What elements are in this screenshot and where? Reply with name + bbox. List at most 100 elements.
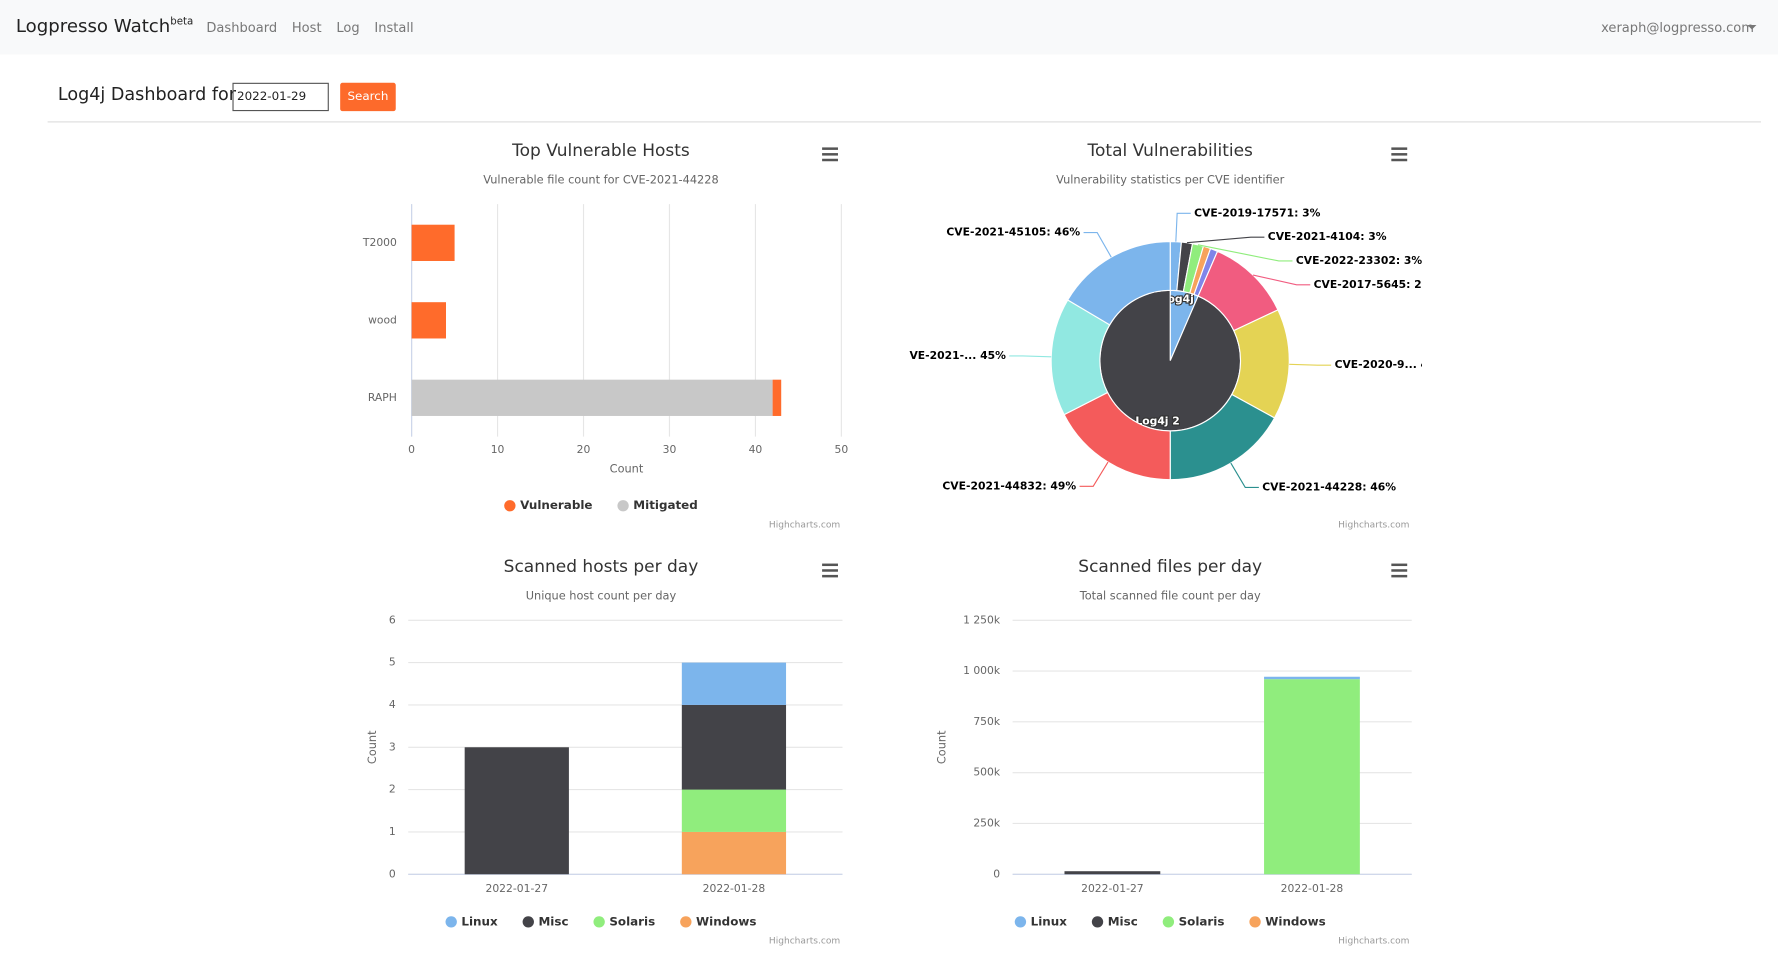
label-connector bbox=[1079, 461, 1109, 487]
legend-item[interactable]: Mitigated bbox=[617, 498, 698, 512]
legend-label: Windows bbox=[1265, 914, 1325, 928]
legend-symbol bbox=[1162, 916, 1175, 928]
slice-label: CVE-2019-17571: 3% bbox=[1194, 206, 1320, 219]
brand-name: Logpresso Watch bbox=[15, 14, 171, 37]
legend-label: Windows bbox=[696, 914, 756, 928]
slice-label: CVE-2020-9... 4% bbox=[1335, 358, 1439, 371]
bar bbox=[411, 224, 455, 261]
slice-label: CVE-2021-44832: 49% bbox=[942, 479, 1076, 492]
y-tick-label: 6 bbox=[389, 613, 396, 626]
credits: Highcharts.com bbox=[769, 937, 841, 947]
chart-title: Scanned hosts per day bbox=[504, 557, 699, 577]
legend-label: Vulnerable bbox=[520, 498, 592, 512]
slice-label: CVE-2021-... 45% bbox=[902, 349, 1006, 362]
menu-bar bbox=[1391, 574, 1408, 578]
chart-menu[interactable] bbox=[1391, 147, 1408, 162]
bar bbox=[1264, 679, 1360, 875]
legend-item[interactable]: Solaris bbox=[593, 914, 655, 928]
menu-bar bbox=[1391, 147, 1408, 150]
y-tick-label: 5 bbox=[389, 656, 396, 669]
menu-bar bbox=[822, 574, 838, 578]
dropdown-caret[interactable] bbox=[1747, 24, 1757, 30]
chart-menu[interactable] bbox=[1391, 563, 1408, 578]
legend-symbol bbox=[522, 916, 534, 928]
legend-item[interactable]: Windows bbox=[1249, 914, 1326, 928]
menu-bar bbox=[1391, 153, 1408, 156]
y-tick-label: 750k bbox=[973, 715, 1001, 728]
slice-label: CVE-2021-45105: 46% bbox=[946, 226, 1080, 239]
legend-item[interactable]: Linux bbox=[1014, 914, 1068, 928]
legend-item[interactable]: Vulnerable bbox=[504, 498, 592, 512]
legend-label: Linux bbox=[1031, 914, 1068, 928]
y-tick-label: T2000 bbox=[362, 236, 397, 249]
bar bbox=[1264, 676, 1360, 680]
chart-subtitle: Vulnerability statistics per CVE identif… bbox=[1056, 172, 1285, 186]
slice-label: CVE-2017-5645: 2% bbox=[1314, 278, 1433, 291]
x-tick-label: 2022-01-27 bbox=[1081, 882, 1144, 895]
y-tick-label: 2 bbox=[389, 783, 396, 796]
legend-label: Misc bbox=[1108, 914, 1138, 928]
nav-link[interactable]: Dashboard bbox=[206, 19, 278, 36]
y-tick-label: wood bbox=[368, 313, 397, 326]
nav-link[interactable]: Log bbox=[336, 19, 360, 36]
brand[interactable]: Logpresso Watchbeta bbox=[16, 15, 193, 37]
bar bbox=[464, 747, 569, 875]
nav-link[interactable]: Install bbox=[374, 19, 414, 36]
bar bbox=[681, 662, 787, 705]
legend-item[interactable]: Linux bbox=[445, 914, 498, 928]
legend-symbol bbox=[617, 500, 629, 512]
x-tick-label: 2022-01-28 bbox=[703, 882, 766, 895]
legend-item[interactable]: Misc bbox=[522, 914, 569, 928]
y-tick-label: 3 bbox=[389, 740, 396, 753]
x-tick-label: 0 bbox=[408, 443, 415, 456]
legend-symbol bbox=[1091, 916, 1104, 928]
label-connector bbox=[1083, 231, 1112, 258]
legend-label: Mitigated bbox=[633, 498, 697, 512]
x-tick-label: 2022-01-28 bbox=[1281, 882, 1344, 895]
chart-menu[interactable] bbox=[822, 147, 838, 162]
slice-label: CVE-2022-23302: 3% bbox=[1296, 254, 1422, 267]
legend-item[interactable]: Windows bbox=[680, 914, 756, 928]
legend-label: Solaris bbox=[609, 914, 655, 928]
y-axis-title: Count bbox=[365, 730, 379, 764]
search-button[interactable]: Search bbox=[340, 82, 396, 112]
x-tick-label: 40 bbox=[749, 443, 763, 456]
x-axis-title: Count bbox=[610, 461, 644, 475]
label-connector bbox=[1289, 363, 1332, 366]
legend-item[interactable]: Solaris bbox=[1162, 914, 1225, 928]
bar bbox=[772, 379, 782, 416]
date-input[interactable]: 2022-01-29 bbox=[232, 82, 329, 112]
legend-symbol bbox=[593, 916, 605, 928]
x-tick-label: 2022-01-27 bbox=[485, 882, 548, 895]
navbar bbox=[0, 0, 1778, 55]
bar bbox=[1064, 871, 1161, 875]
nav-link[interactable]: Host bbox=[291, 19, 322, 36]
label-connector bbox=[1186, 236, 1265, 244]
credits: Highcharts.com bbox=[1338, 937, 1410, 947]
divider bbox=[47, 121, 1761, 123]
label-connector bbox=[1230, 462, 1259, 489]
y-tick-label: 500k bbox=[973, 766, 1001, 779]
legend: Linux Misc Solaris Windows bbox=[1014, 914, 1326, 928]
user-menu[interactable]: xeraph@logpresso.com bbox=[1601, 19, 1754, 36]
chart-subtitle: Unique host count per day bbox=[526, 588, 677, 602]
y-tick-label: RAPH bbox=[368, 391, 397, 404]
bar bbox=[681, 831, 787, 875]
legend-symbol bbox=[1014, 916, 1027, 928]
legend-symbol bbox=[445, 916, 457, 928]
nav-links: Dashboard Host Log Install bbox=[206, 19, 413, 35]
menu-bar bbox=[822, 147, 838, 150]
label-connector bbox=[1175, 212, 1191, 242]
legend-item[interactable]: Misc bbox=[1091, 914, 1138, 928]
chart-subtitle: Vulnerable file count for CVE-2021-44228 bbox=[483, 172, 718, 186]
x-tick-label: 10 bbox=[491, 443, 505, 456]
chart-title: Top Vulnerable Hosts bbox=[511, 141, 690, 161]
menu-bar bbox=[822, 569, 838, 572]
bar bbox=[411, 302, 446, 339]
search-label: Log4j Dashboard for bbox=[57, 83, 236, 105]
chart-menu[interactable] bbox=[822, 563, 838, 578]
legend-label: Misc bbox=[538, 914, 568, 928]
y-tick-label: 250k bbox=[973, 816, 1001, 829]
